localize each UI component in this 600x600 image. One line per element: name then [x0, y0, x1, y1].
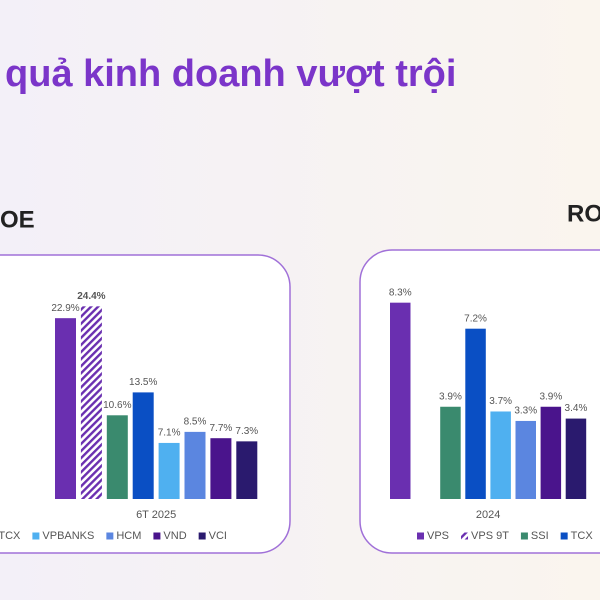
legend-label: VCI [209, 530, 227, 542]
bar [184, 431, 206, 499]
bar [565, 418, 587, 499]
legend-swatch [153, 532, 161, 540]
bar [210, 438, 232, 499]
legend-swatch [520, 532, 528, 540]
legend-label: VPS [427, 530, 449, 542]
legend-label: SSI [531, 530, 549, 542]
legend-label: VND [163, 530, 186, 542]
value-label: 13.5% [129, 377, 157, 388]
value-label: 7.3% [235, 426, 258, 437]
chart-title: RO [567, 200, 600, 227]
value-label: 7.1% [158, 428, 181, 439]
legend-swatch [560, 532, 568, 540]
value-label: 3.7% [489, 396, 512, 407]
value-label: 3.9% [539, 391, 562, 402]
value-label: 8.5% [184, 417, 207, 428]
value-label: 3.3% [514, 406, 537, 417]
chart-title: OE [0, 206, 35, 233]
legend-label: VPBANKS [42, 530, 94, 542]
bar [236, 441, 258, 499]
legend-swatch [198, 532, 206, 540]
legend-label: TCX [571, 530, 594, 542]
bar [390, 302, 411, 499]
category-label: 6T 2025 [136, 509, 176, 521]
value-label: 8.3% [389, 287, 412, 298]
value-label: 7.7% [210, 423, 233, 434]
bar [540, 406, 562, 499]
legend-swatch [417, 532, 424, 540]
value-label: 10.6% [103, 400, 131, 411]
bar [158, 442, 180, 499]
bar [490, 411, 511, 499]
legend-label: VPS 9T [471, 530, 509, 542]
bar [80, 306, 102, 499]
bar [132, 392, 154, 499]
slide-title: quả kinh doanh vượt trội [5, 53, 456, 95]
value-label: 22.9% [51, 303, 79, 314]
legend-label: HCM [116, 530, 141, 542]
value-label: 24.4% [77, 291, 105, 302]
legend-swatch [461, 532, 469, 540]
bar [55, 318, 76, 499]
bar [106, 415, 128, 499]
legend-swatch [32, 532, 40, 540]
category-label: 2024 [476, 509, 500, 521]
value-label: 7.2% [464, 313, 487, 324]
legend-label: TCX [0, 530, 21, 542]
legend-swatch [106, 532, 114, 540]
value-label: 3.9% [439, 391, 462, 402]
value-label: 3.4% [565, 403, 588, 414]
bar [515, 420, 536, 499]
bar [440, 406, 461, 499]
bar [465, 328, 486, 499]
